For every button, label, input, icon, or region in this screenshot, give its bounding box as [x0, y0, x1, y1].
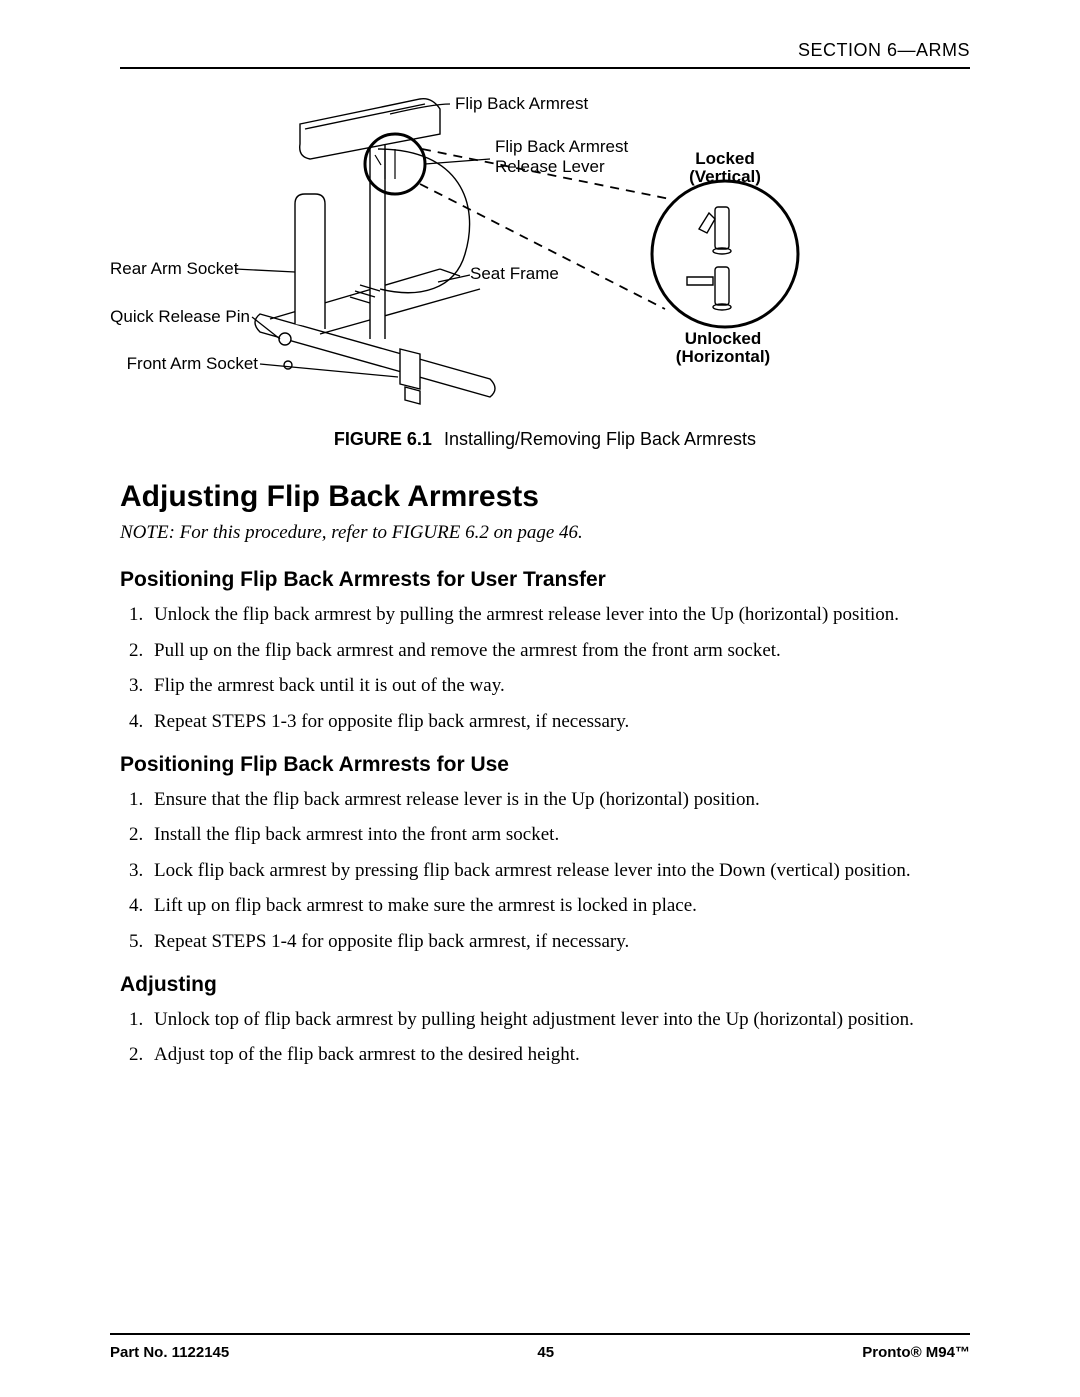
label-locked-2: (Vertical)	[660, 167, 790, 187]
subheading-adjusting: Adjusting	[120, 973, 970, 997]
figure-caption: FIGURE 6.1 Installing/Removing Flip Back …	[120, 429, 970, 450]
manual-page: SECTION 6—ARMS	[0, 0, 1080, 1397]
list-item: Unlock the flip back armrest by pulling …	[148, 602, 970, 628]
label-flip-back-armrest: Flip Back Armrest	[455, 94, 588, 114]
subheading-transfer: Positioning Flip Back Armrests for User …	[120, 568, 970, 592]
label-release-lever-2: Release Lever	[495, 157, 605, 177]
list-item: Lift up on flip back armrest to make sur…	[148, 893, 970, 919]
page-title: Adjusting Flip Back Armrests	[120, 480, 970, 514]
steps-adjusting: Unlock top of flip back armrest by pulli…	[120, 1007, 970, 1068]
label-unlocked-2: (Horizontal)	[648, 347, 798, 367]
list-item: Install the flip back armrest into the f…	[148, 822, 970, 848]
list-item: Repeat STEPS 1-4 for opposite flip back …	[148, 929, 970, 955]
label-seat-frame: Seat Frame	[470, 264, 559, 284]
footer-part-no: Part No. 1122145	[110, 1344, 229, 1361]
steps-transfer: Unlock the flip back armrest by pulling …	[120, 602, 970, 735]
top-rule	[120, 67, 970, 69]
bottom-rule	[110, 1333, 970, 1335]
figure-number: FIGURE 6.1	[334, 429, 432, 449]
list-item: Unlock top of flip back armrest by pulli…	[148, 1007, 970, 1033]
list-item: Pull up on the flip back armrest and rem…	[148, 638, 970, 664]
steps-use: Ensure that the flip back armrest releas…	[120, 787, 970, 955]
figure-area: Flip Back Armrest Flip Back Armrest Rele…	[120, 89, 970, 419]
label-release-lever-1: Flip Back Armrest	[495, 137, 628, 157]
figure-caption-text: Installing/Removing Flip Back Armrests	[444, 429, 756, 449]
list-item: Lock flip back armrest by pressing flip …	[148, 858, 970, 884]
list-item: Ensure that the flip back armrest releas…	[148, 787, 970, 813]
subheading-use: Positioning Flip Back Armrests for Use	[120, 753, 970, 777]
label-front-arm-socket: Front Arm Socket	[110, 354, 258, 374]
section-header: SECTION 6—ARMS	[120, 40, 970, 61]
label-quick-release-pin: Quick Release Pin	[110, 307, 250, 327]
page-footer: Part No. 1122145 45 Pronto® M94™	[110, 1344, 970, 1361]
list-item: Flip the armrest back until it is out of…	[148, 673, 970, 699]
footer-product: Pronto® M94™	[862, 1344, 970, 1361]
note-text: NOTE: For this procedure, refer to FIGUR…	[120, 522, 970, 544]
list-item: Adjust top of the flip back armrest to t…	[148, 1042, 970, 1068]
label-rear-arm-socket: Rear Arm Socket	[110, 259, 235, 279]
list-item: Repeat STEPS 1-3 for opposite flip back …	[148, 709, 970, 735]
footer-page-number: 45	[537, 1344, 554, 1361]
